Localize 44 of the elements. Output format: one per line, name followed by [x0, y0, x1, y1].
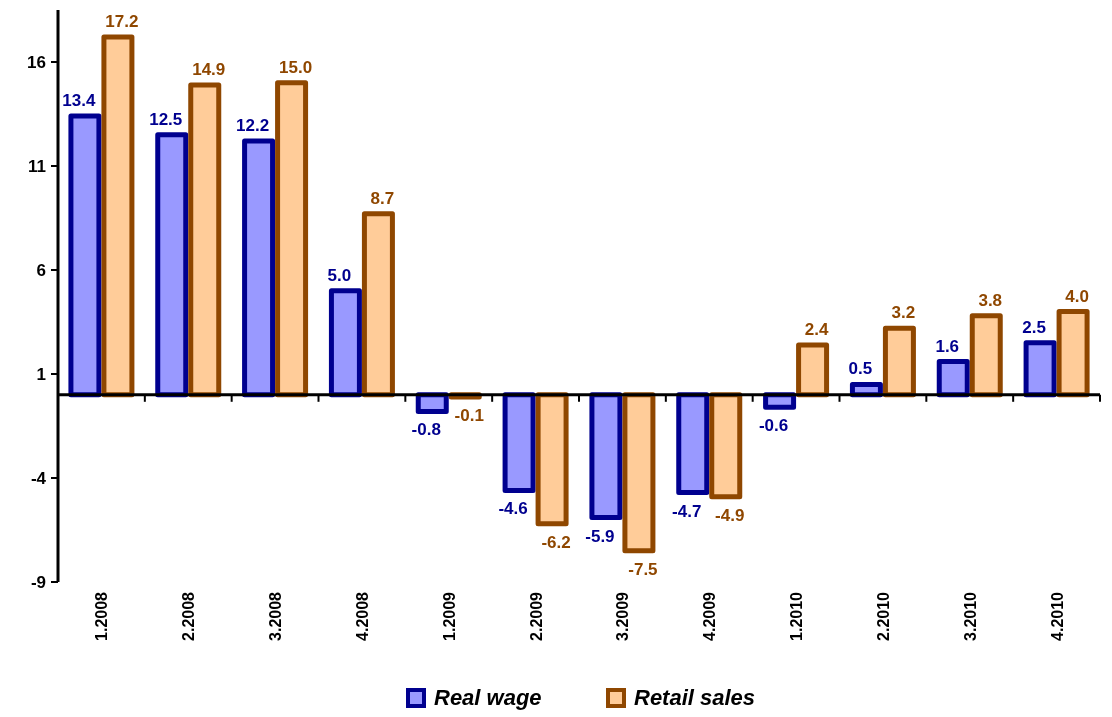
data-label: -0.8 [411, 420, 441, 440]
data-label: 13.4 [62, 91, 96, 111]
data-label: 0.5 [848, 359, 873, 379]
x-tick-label: 3.2009 [614, 591, 632, 641]
x-tick-label: 2.2009 [527, 591, 545, 641]
x-tick-label: 4.2008 [353, 591, 371, 641]
data-label: 3.2 [891, 303, 916, 323]
x-tick-label: 4.2009 [701, 591, 719, 641]
data-label: 12.5 [149, 109, 183, 129]
x-tick-label: 1.2008 [93, 591, 111, 641]
data-label: 2.5 [1022, 317, 1046, 337]
y-tick-label: 11 [28, 156, 46, 176]
data-label: 17.2 [105, 12, 139, 32]
x-tick-label: 2.2008 [180, 591, 198, 641]
data-label: -0.6 [758, 416, 789, 436]
data-label: 3.8 [978, 290, 1003, 310]
data-label: 1.6 [935, 336, 960, 356]
data-label: -5.9 [585, 526, 615, 546]
x-tick-label: 1.2010 [788, 591, 806, 641]
data-label: -4.7 [672, 501, 702, 521]
legend-label: Real wage [434, 685, 542, 710]
data-label: -0.1 [454, 405, 484, 425]
y-tick-label: 1 [36, 364, 46, 384]
data-label: 12.2 [236, 116, 270, 136]
data-label: 15.0 [279, 57, 313, 77]
data-label: 2.4 [804, 319, 829, 339]
y-tick-label: 6 [36, 260, 46, 280]
data-label: 5.0 [327, 265, 352, 285]
legend-label: Retail sales [634, 685, 756, 710]
data-label: -6.2 [541, 532, 571, 552]
data-label: 8.7 [370, 188, 395, 208]
x-tick-label: 1.2009 [440, 591, 458, 641]
y-tick-label: 16 [27, 52, 46, 72]
data-label: -7.5 [628, 559, 658, 579]
y-tick-label: -4 [30, 468, 47, 488]
x-tick-label: 2.2010 [874, 591, 892, 641]
x-tick-label: 3.2008 [267, 591, 285, 641]
data-label: 14.9 [192, 59, 226, 79]
data-label: -4.6 [498, 499, 528, 519]
x-tick-label: 3.2010 [961, 591, 979, 641]
data-label: 4.0 [1065, 286, 1089, 306]
y-tick-label: -9 [30, 572, 46, 592]
x-tick-label: 4.2010 [1048, 591, 1066, 641]
data-label: -4.9 [715, 505, 745, 525]
